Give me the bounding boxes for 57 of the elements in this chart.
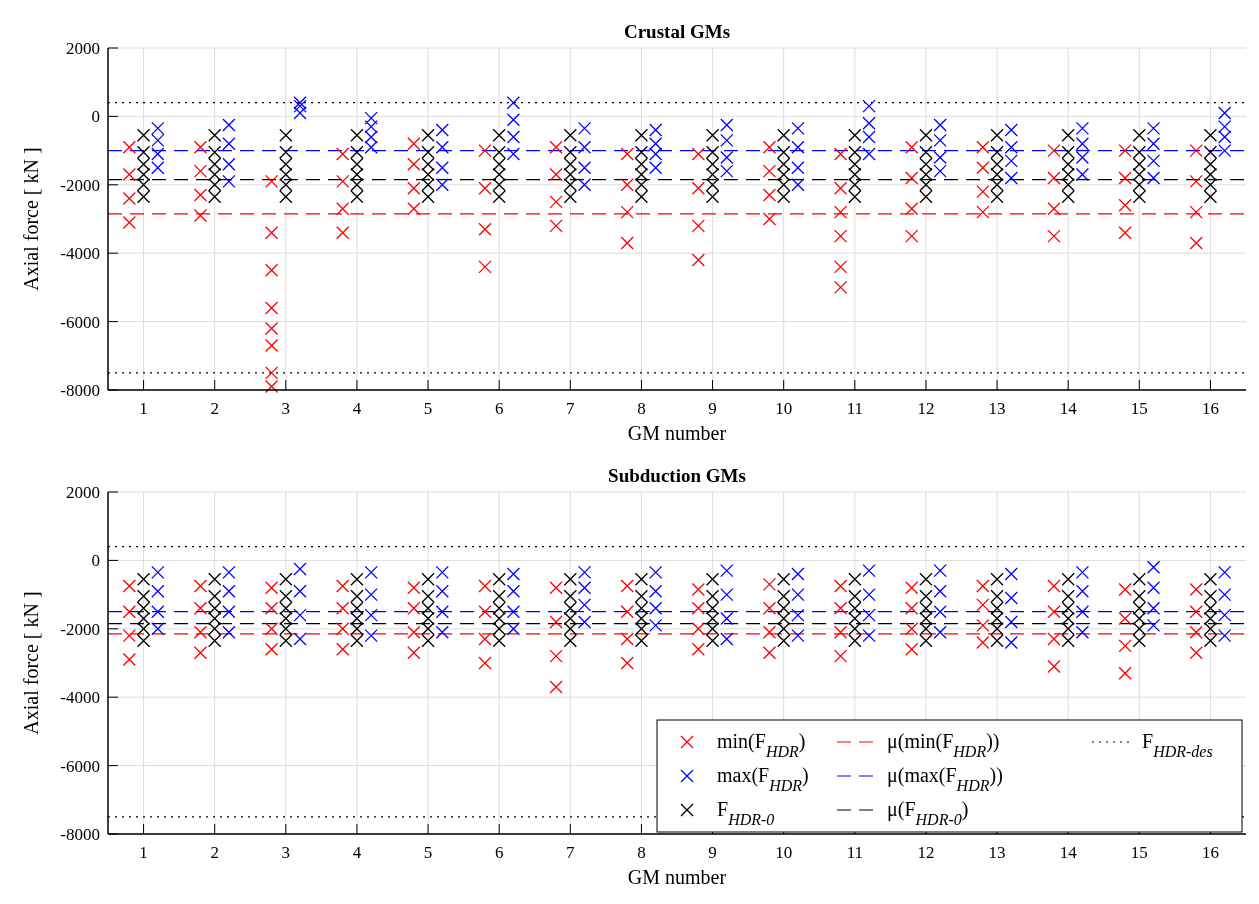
x-tick-label: 13 <box>988 399 1006 418</box>
x-tick-label: 3 <box>281 399 291 418</box>
x-tick-label: 1 <box>139 843 148 862</box>
x-tick-label: 7 <box>566 843 576 862</box>
y-tick-label: -8000 <box>60 381 100 400</box>
x-tick-label: 12 <box>917 399 935 418</box>
x-tick-label: 10 <box>775 399 793 418</box>
x-tick-label: 12 <box>917 843 935 862</box>
x-tick-label: 7 <box>566 399 576 418</box>
x-tick-label: 8 <box>637 843 646 862</box>
y-tick-label: -4000 <box>60 244 100 264</box>
y-tick-label: -8000 <box>60 825 100 844</box>
y-axis-title: Axial force [ kN ] <box>20 591 42 735</box>
x-tick-label: 6 <box>494 843 504 862</box>
legend-label: F$_{HDR-des}$ <box>1142 730 1213 760</box>
legend-label: μ(F$_{HDR-0}$) <box>887 798 969 828</box>
x-tick-label: 4 <box>352 843 362 862</box>
x-tick-label: 8 <box>637 399 646 418</box>
legend-label: max(F$_{HDR}$) <box>717 764 809 794</box>
y-axis-title: Axial force [ kN ] <box>20 147 42 291</box>
x-tick-label: 2 <box>210 399 219 418</box>
x-tick-label: 14 <box>1059 399 1078 418</box>
chart-title: Subduction GMs <box>608 465 746 486</box>
x-tick-label: 15 <box>1130 399 1148 418</box>
legend-label: μ(max(F$_{HDR}$)) <box>887 764 1003 794</box>
x-tick-label: 13 <box>988 843 1006 862</box>
y-tick-label: 2000 <box>66 39 100 58</box>
x-tick-label: 15 <box>1130 843 1148 862</box>
x-tick-label: 5 <box>423 843 433 862</box>
x-tick-label: 2 <box>210 843 219 862</box>
x-tick-label: 11 <box>846 843 863 862</box>
x-tick-label: 9 <box>708 843 717 862</box>
legend-label: μ(min(F$_{HDR}$)) <box>887 730 1000 760</box>
x-axis-title: GM number <box>627 866 727 888</box>
x-axis-title: GM number <box>627 422 727 444</box>
chart-title: Crustal GMs <box>623 21 731 42</box>
x-tick-label: 5 <box>423 399 433 418</box>
y-tick-label: -4000 <box>60 688 100 708</box>
x-tick-label: 4 <box>352 399 362 418</box>
x-tick-label: 14 <box>1059 843 1078 862</box>
y-tick-label: -6000 <box>60 312 100 332</box>
y-tick-label: 2000 <box>66 483 100 502</box>
x-tick-label: 11 <box>846 399 863 418</box>
y-tick-label: -6000 <box>60 756 100 776</box>
x-tick-label: 16 <box>1201 399 1219 418</box>
x-tick-label: 6 <box>494 399 504 418</box>
legend-label: min(F$_{HDR}$) <box>717 730 806 760</box>
x-tick-label: 9 <box>708 399 717 418</box>
y-tick-label: 0 <box>91 551 100 571</box>
x-tick-label: 3 <box>281 843 291 862</box>
y-tick-label: -2000 <box>60 619 100 639</box>
x-tick-label: 10 <box>775 843 793 862</box>
y-tick-label: -2000 <box>60 175 100 195</box>
x-tick-label: 1 <box>139 399 148 418</box>
legend-label: F$_{HDR-0}$ <box>717 798 775 828</box>
x-tick-label: 16 <box>1201 843 1219 862</box>
y-tick-label: 0 <box>91 107 100 127</box>
